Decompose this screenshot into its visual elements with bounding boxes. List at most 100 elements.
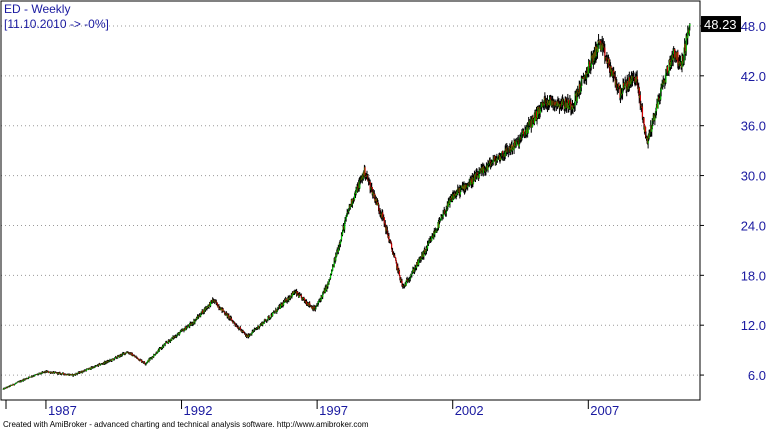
candle-body xyxy=(681,56,683,68)
candle-body xyxy=(351,203,354,205)
candle-body xyxy=(12,383,15,385)
candle-body xyxy=(70,374,72,376)
candle-body xyxy=(536,111,538,120)
candle-body xyxy=(208,304,210,307)
candle-body xyxy=(549,96,551,106)
candle-body xyxy=(473,177,475,179)
candle-body xyxy=(469,178,471,186)
candle-body xyxy=(66,374,68,376)
candle-body xyxy=(684,43,686,55)
candle-body xyxy=(183,329,186,331)
candle-body xyxy=(564,106,566,110)
candle-body xyxy=(11,385,14,386)
candle-body xyxy=(657,96,659,109)
candle-body xyxy=(648,133,650,139)
candle-body xyxy=(82,370,84,372)
candle-body xyxy=(251,331,253,334)
candle-body xyxy=(202,310,204,314)
candle-body xyxy=(411,273,413,275)
candle-body xyxy=(406,279,408,282)
candle-body xyxy=(639,95,641,106)
candle-body xyxy=(440,216,442,221)
candle-body xyxy=(470,179,473,185)
candle-body xyxy=(398,270,401,276)
candle-body xyxy=(689,24,691,27)
y-tick-label-0: 6.0 xyxy=(748,368,766,383)
candle-body xyxy=(447,201,450,207)
candle-body xyxy=(291,292,294,297)
candle-body xyxy=(405,281,407,286)
candle-body xyxy=(624,85,626,88)
candle-body xyxy=(22,379,25,381)
candle-body xyxy=(281,304,283,307)
candle-body xyxy=(328,279,330,284)
candle-body xyxy=(618,83,620,88)
x-tick-label-1: 1992 xyxy=(184,403,213,418)
candle-body xyxy=(496,158,499,161)
candle-body xyxy=(41,372,43,374)
candle-body xyxy=(666,66,669,73)
candle-body xyxy=(230,318,233,321)
candle-body xyxy=(527,124,529,134)
candle-body xyxy=(533,113,536,124)
candle-body xyxy=(395,260,397,264)
candle-body xyxy=(327,283,329,287)
candle-body xyxy=(20,381,22,382)
candle-body xyxy=(477,175,479,178)
candle-body xyxy=(608,58,610,67)
candle-body xyxy=(345,216,347,219)
candle-body xyxy=(512,148,514,151)
candle-body xyxy=(137,357,139,359)
candle-body xyxy=(600,43,602,51)
candle-body xyxy=(132,355,134,357)
candle-body xyxy=(266,320,268,322)
candle-body xyxy=(62,372,65,375)
candle-body xyxy=(359,180,361,189)
candle-body xyxy=(589,61,591,69)
candle-body xyxy=(677,52,679,65)
candle-body xyxy=(654,115,656,121)
candle-body xyxy=(9,385,12,387)
candle-body xyxy=(588,61,590,74)
candle-body xyxy=(383,217,385,224)
candle-body xyxy=(388,236,390,241)
candle-body xyxy=(47,371,50,373)
candle-body xyxy=(521,132,524,135)
candle-body xyxy=(330,274,332,279)
candle-body xyxy=(320,296,322,301)
candle-body xyxy=(220,308,222,311)
candle-body xyxy=(155,353,157,355)
candle-body xyxy=(438,221,440,228)
x-tick-label-4: 2007 xyxy=(590,403,619,418)
candle-body xyxy=(300,295,303,297)
candle-body xyxy=(138,359,140,361)
candle-body xyxy=(35,374,37,376)
candle-body xyxy=(394,255,396,258)
candle-body xyxy=(14,383,16,385)
candle-body xyxy=(164,343,166,345)
candle-body xyxy=(428,240,430,243)
candle-body xyxy=(595,55,598,57)
candle-body xyxy=(643,117,645,125)
candle-body xyxy=(494,156,496,161)
candle-body xyxy=(665,73,667,83)
candle-body xyxy=(641,106,644,118)
candle-body xyxy=(683,47,685,61)
candle-body xyxy=(194,320,196,323)
candle-body xyxy=(333,260,335,267)
y-tick-label-7: 48.0 xyxy=(741,19,766,34)
candle-body xyxy=(397,266,399,272)
candle-body xyxy=(604,47,606,60)
candle-body xyxy=(342,231,344,235)
candle-body xyxy=(382,212,384,218)
candle-body xyxy=(553,102,555,107)
x-tick-label-2: 1997 xyxy=(319,403,348,418)
candle-body xyxy=(200,314,202,317)
candle-body xyxy=(526,128,528,135)
candle-body xyxy=(344,222,346,230)
candle-body xyxy=(331,270,333,274)
candle-body xyxy=(489,160,491,163)
candle-body xyxy=(568,104,570,110)
